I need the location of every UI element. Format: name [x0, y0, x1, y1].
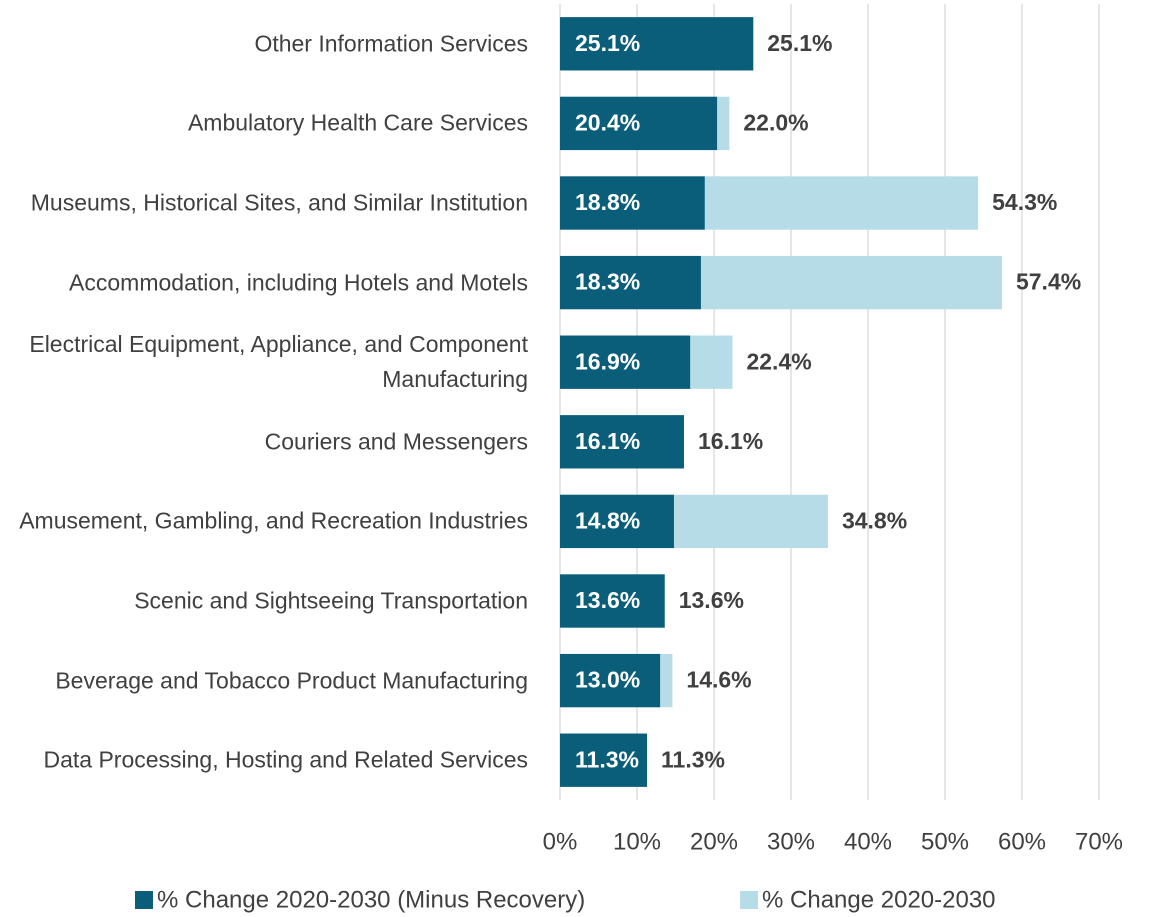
value-label: 11.3% — [661, 746, 725, 772]
legend-swatch — [740, 891, 758, 909]
legend-swatch — [135, 891, 153, 909]
y-tick-label: Amusement, Gambling, and Recreation Indu… — [19, 507, 528, 534]
value-label: 22.0% — [743, 109, 808, 135]
y-tick-label: Scenic and Sightseeing Transportation — [134, 587, 528, 614]
x-tick-label: 50% — [921, 828, 969, 855]
bar — [560, 335, 691, 389]
value-label: 54.3% — [992, 189, 1057, 215]
bar — [560, 96, 718, 151]
y-tick-label: Accommodation, including Hotels and Mote… — [69, 269, 528, 296]
y-tick-label: Data Processing, Hosting and Related Ser… — [43, 746, 528, 773]
x-tick-label: 10% — [613, 828, 661, 855]
x-tick-label: 70% — [1075, 828, 1123, 855]
legend-label: % Change 2020-2030 (Minus Recovery) — [157, 886, 585, 913]
legend-label: % Change 2020-2030 — [762, 886, 996, 913]
value-label: 16.9% — [575, 348, 640, 374]
value-label: 22.4% — [746, 348, 811, 374]
value-label: 14.8% — [575, 507, 640, 533]
y-tick-label: Beverage and Tobacco Product Manufacturi… — [55, 667, 528, 694]
bar — [560, 17, 754, 71]
x-tick-label: 30% — [767, 828, 815, 855]
bar — [560, 733, 648, 787]
value-label: 34.8% — [842, 507, 907, 533]
bar — [560, 255, 701, 310]
x-tick-label: 60% — [998, 828, 1046, 855]
value-label: 25.1% — [767, 30, 832, 56]
x-tick-label: 20% — [690, 828, 738, 855]
bar — [560, 574, 665, 628]
bar — [560, 494, 674, 549]
value-label: 14.6% — [686, 667, 751, 693]
y-tick-label: Electrical Equipment, Appliance, and Com… — [29, 331, 528, 393]
bar — [560, 176, 705, 230]
value-label: 57.4% — [1016, 269, 1081, 295]
value-label: 18.8% — [575, 189, 640, 215]
value-label: 13.6% — [575, 587, 640, 613]
value-label: 13.6% — [679, 587, 744, 613]
value-label: 11.3% — [575, 746, 639, 772]
y-tick-label: Museums, Historical Sites, and Similar I… — [30, 189, 528, 216]
x-tick-label: 0% — [543, 828, 578, 855]
value-label: 20.4% — [575, 109, 640, 135]
y-tick-label: Ambulatory Health Care Services — [187, 109, 528, 136]
value-label: 16.1% — [575, 428, 640, 454]
y-tick-label: Couriers and Messengers — [264, 428, 528, 455]
y-tick-label: Other Information Services — [254, 30, 528, 57]
value-label: 18.3% — [575, 269, 640, 295]
value-label: 16.1% — [698, 428, 763, 454]
x-tick-label: 40% — [844, 828, 892, 855]
bar — [560, 415, 684, 469]
value-label: 13.0% — [575, 667, 640, 693]
bar — [560, 653, 661, 708]
value-label: 25.1% — [575, 30, 640, 56]
